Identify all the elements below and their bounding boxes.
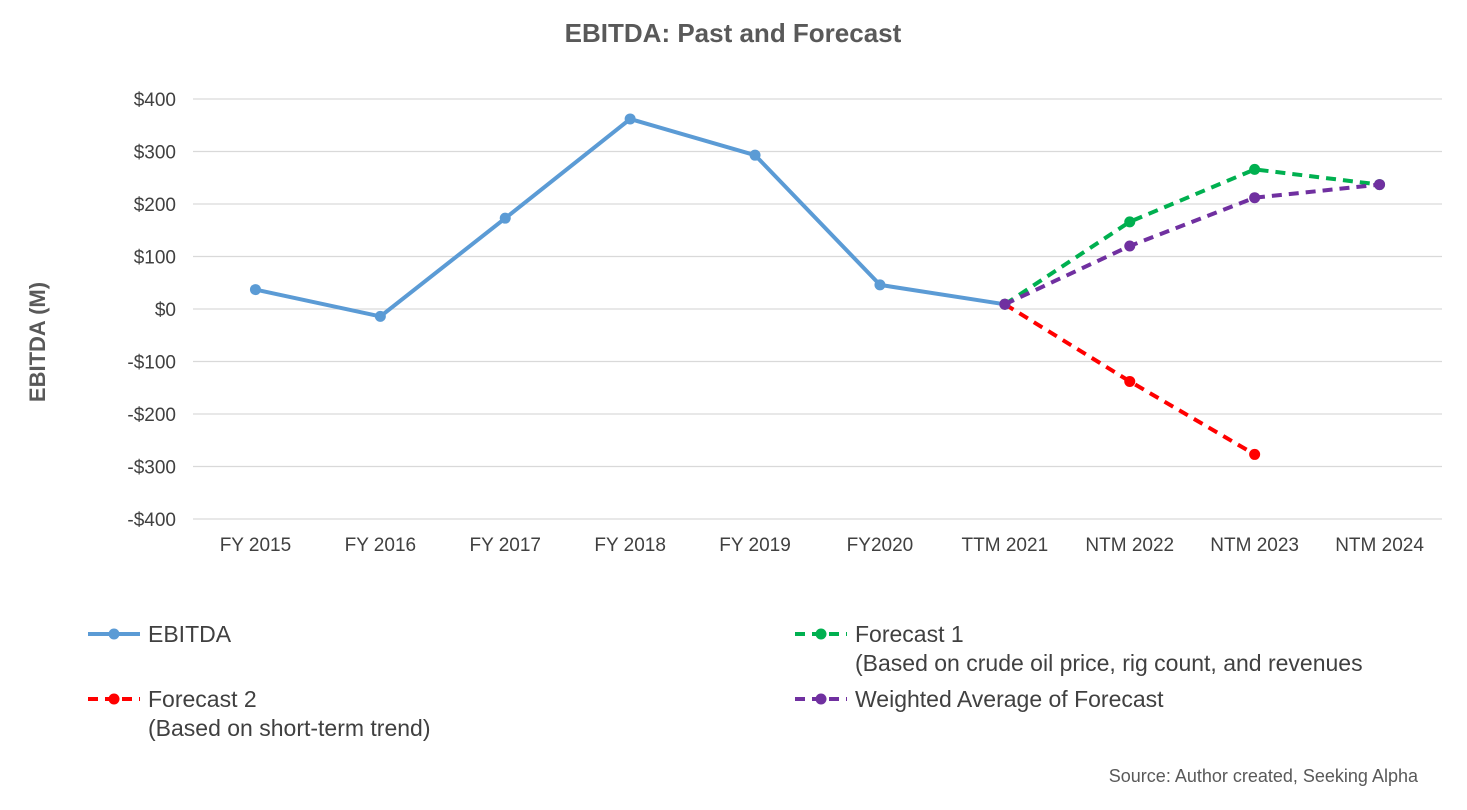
legend-item-weighted: Weighted Average of Forecast xyxy=(795,686,1164,712)
y-tick-label: -$100 xyxy=(127,353,176,374)
x-tick-label: NTM 2022 xyxy=(1085,535,1174,556)
x-tick-label: FY 2018 xyxy=(594,535,665,556)
data-point-ebitda xyxy=(624,113,636,125)
y-tick-label: $0 xyxy=(155,300,176,321)
series-weighted xyxy=(999,179,1386,310)
legend-label: Forecast 2 xyxy=(148,686,257,712)
legend-item-forecast1: Forecast 1 (Based on crude oil price, rig… xyxy=(795,621,1363,676)
data-point-weighted xyxy=(999,298,1011,310)
series-ebitda xyxy=(249,113,1011,322)
data-point-forecast2 xyxy=(1124,375,1136,387)
legend-swatch-marker xyxy=(108,628,120,640)
x-tick-label: FY 2017 xyxy=(470,535,541,556)
data-point-forecast1 xyxy=(1249,163,1261,175)
data-point-ebitda xyxy=(249,284,261,296)
x-tick-labels: FY 2015 FY 2016 FY 2017 FY 2018 FY 2019 FY202… xyxy=(220,535,1425,556)
legend-swatch-marker xyxy=(815,628,827,640)
series-forecast2 xyxy=(999,298,1261,460)
series-line-weighted xyxy=(1004,182,1380,307)
x-tick-label: TTM 2021 xyxy=(962,535,1049,556)
series-forecast1 xyxy=(999,163,1386,310)
source-note: Source: Author created, Seeking Alpha xyxy=(1109,766,1419,786)
data-point-forecast2 xyxy=(1249,448,1261,460)
legend-sublabel: (Based on short-term trend) xyxy=(148,715,431,741)
y-axis-label: EBITDA (M) xyxy=(25,282,50,402)
data-point-weighted xyxy=(1124,240,1136,252)
series-line-ebitda xyxy=(253,117,1007,319)
legend-swatch-marker xyxy=(815,693,827,705)
y-tick-label: -$300 xyxy=(127,458,176,479)
data-point-ebitda xyxy=(499,212,511,224)
legend-item-ebitda: EBITDA xyxy=(88,621,232,647)
data-point-forecast1 xyxy=(1124,216,1136,228)
x-tick-label: FY 2019 xyxy=(719,535,790,556)
data-point-ebitda xyxy=(749,149,761,161)
data-point-ebitda xyxy=(874,279,886,291)
legend-swatch-marker xyxy=(108,693,120,705)
x-tick-label: FY 2015 xyxy=(220,535,291,556)
legend-label: Weighted Average of Forecast xyxy=(855,686,1164,712)
y-tick-label: $200 xyxy=(134,195,176,216)
legend: EBITDA Forecast 1 (Based on crude oil pric… xyxy=(88,621,1363,741)
chart-title: EBITDA: Past and Forecast xyxy=(565,18,902,48)
series-line-forecast2 xyxy=(1003,302,1256,457)
gridlines xyxy=(193,98,1442,520)
data-point-weighted xyxy=(1374,179,1386,191)
y-tick-label: $100 xyxy=(134,248,176,269)
data-point-ebitda xyxy=(374,310,386,322)
legend-item-forecast2: Forecast 2 (Based on short-term trend) xyxy=(88,686,431,741)
y-tick-label: $300 xyxy=(134,143,176,164)
series-line-forecast1 xyxy=(1003,167,1380,306)
data-point-weighted xyxy=(1249,192,1261,204)
legend-sublabel: (Based on crude oil price, rig count, an… xyxy=(855,650,1363,676)
series-lines xyxy=(249,113,1386,460)
legend-label: Forecast 1 xyxy=(855,621,964,647)
y-tick-label: -$200 xyxy=(127,405,176,426)
x-tick-label: FY 2016 xyxy=(345,535,416,556)
x-tick-label: NTM 2023 xyxy=(1210,535,1299,556)
y-tick-label: $400 xyxy=(134,90,176,111)
x-tick-label: NTM 2024 xyxy=(1335,535,1424,556)
y-tick-labels: $400 $300 $200 $100 $0 -$100 -$200 -$300 -$400 xyxy=(127,90,176,531)
x-tick-label: FY2020 xyxy=(847,535,914,556)
legend-label: EBITDA xyxy=(148,621,232,647)
y-tick-label: -$400 xyxy=(127,510,176,531)
